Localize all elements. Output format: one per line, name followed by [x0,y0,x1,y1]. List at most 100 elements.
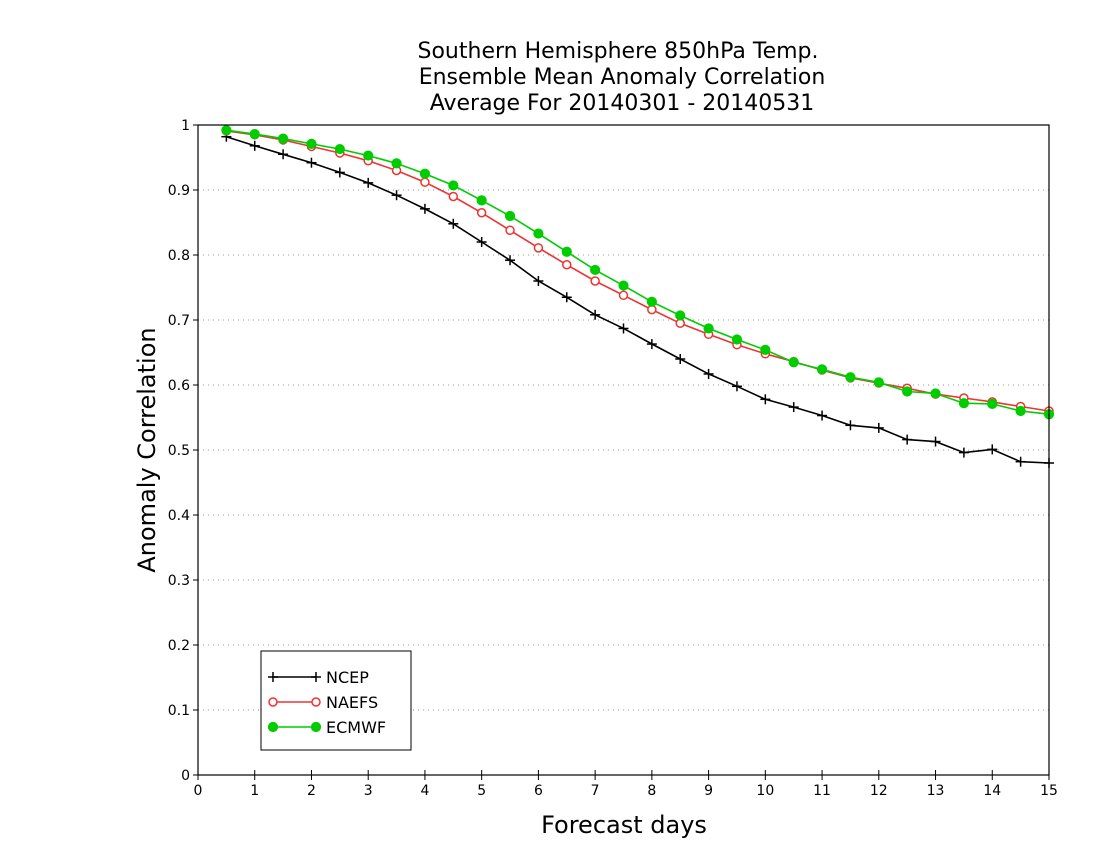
data-point [533,276,544,286]
data-point [646,296,657,307]
data-point [533,243,544,253]
data-point [419,168,431,179]
data-point [788,357,799,368]
data-point [221,125,232,136]
y-tick-label: 0.2 [168,638,190,654]
x-tick-label: 10 [756,783,774,799]
legend-marker [268,672,278,682]
x-tick-label: 7 [591,783,600,799]
data-point [590,276,600,286]
data-point [448,218,459,229]
data-point [703,323,714,334]
y-axis-ticks: 0 0.1 0.2 0.3 0.4 0.5 0.6 0.7 0.8 0.9 1 [168,118,198,784]
data-point [363,150,374,161]
legend-item-ecmwf: ECMWF [267,718,386,737]
data-point [363,177,374,188]
data-point [987,398,998,409]
data-point [391,158,402,169]
x-tick-label: 9 [704,783,713,799]
gridlines [198,189,1049,711]
legend-box [260,650,412,751]
legend-marker [310,721,322,733]
legend-item-naefs: NAEFS [268,693,378,712]
data-point [334,143,345,155]
y-tick-label: 0.1 [168,703,190,719]
x-tick-label: 11 [813,783,831,799]
data-series [221,125,1055,468]
data-point [817,410,828,421]
data-point [504,210,516,222]
data-point [788,402,799,413]
y-tick-label: 0.8 [168,248,190,264]
legend-marker [267,721,279,733]
series-ecmwf [221,125,1055,420]
data-point [987,444,998,455]
data-point [419,203,430,214]
x-axis-ticks: 0 1 2 3 4 5 6 7 8 9 10 11 12 13 14 15 [194,770,1058,799]
data-point [249,129,260,140]
data-point [448,180,459,191]
chart-title: Southern Hemisphere 850hPa Temp. Ensembl… [418,39,826,116]
y-tick-label: 0.3 [168,573,190,589]
legend-marker [268,697,278,707]
data-point [873,422,884,433]
x-tick-label: 14 [983,783,1001,799]
data-point [505,225,515,236]
data-point [448,191,459,202]
x-tick-label: 8 [647,783,656,799]
data-point [731,334,743,345]
data-point [562,260,572,270]
x-tick-label: 2 [307,783,316,799]
data-point [675,354,686,364]
data-point [816,364,828,375]
data-point [731,381,742,392]
data-point [505,255,516,266]
x-tick-label: 6 [534,783,543,799]
x-tick-label: 5 [477,783,486,799]
y-tick-label: 1 [181,118,190,134]
legend-label: NCEP [326,668,369,687]
data-point [278,149,289,160]
data-point [590,264,601,276]
data-point [618,323,629,334]
data-point [1015,456,1026,467]
series-line-ecmwf [226,129,1050,415]
data-point [306,157,317,168]
data-point [249,140,260,151]
x-axis-label: Forecast days [541,811,707,839]
x-tick-label: 4 [420,783,429,799]
series-ncep [221,131,1054,468]
y-tick-label: 0.4 [168,508,190,524]
x-tick-label: 12 [870,783,888,799]
y-tick-label: 0.9 [168,183,190,199]
legend-marker [311,697,321,707]
data-point [306,138,317,149]
y-tick-label: 0 [181,768,190,784]
series-line-naefs [226,130,1050,412]
data-point [760,394,771,405]
legend-item-ncep: NCEP [268,668,369,687]
data-point [760,344,771,355]
data-point [902,434,913,445]
data-point [590,309,601,320]
data-point [1015,405,1026,417]
data-point [845,372,856,383]
data-point [902,386,913,397]
x-tick-label: 3 [364,783,373,799]
x-tick-label: 1 [250,783,259,799]
data-point [561,246,572,257]
data-point [618,290,629,301]
chart-title-line-3: Average For 20140301 - 20140531 [430,91,815,116]
legend-label: ECMWF [326,718,386,737]
series-naefs [221,126,1054,416]
legend-label: NAEFS [326,693,378,712]
data-point [703,368,714,379]
data-point [873,377,884,388]
x-tick-label: 13 [927,783,945,799]
chart-title-line-1: Southern Hemisphere 850hPa Temp. [418,39,819,64]
data-point [278,133,289,144]
data-point [476,195,487,206]
legend-marker [311,672,321,682]
legend: NCEP NAEFS ECMWF [260,650,412,751]
